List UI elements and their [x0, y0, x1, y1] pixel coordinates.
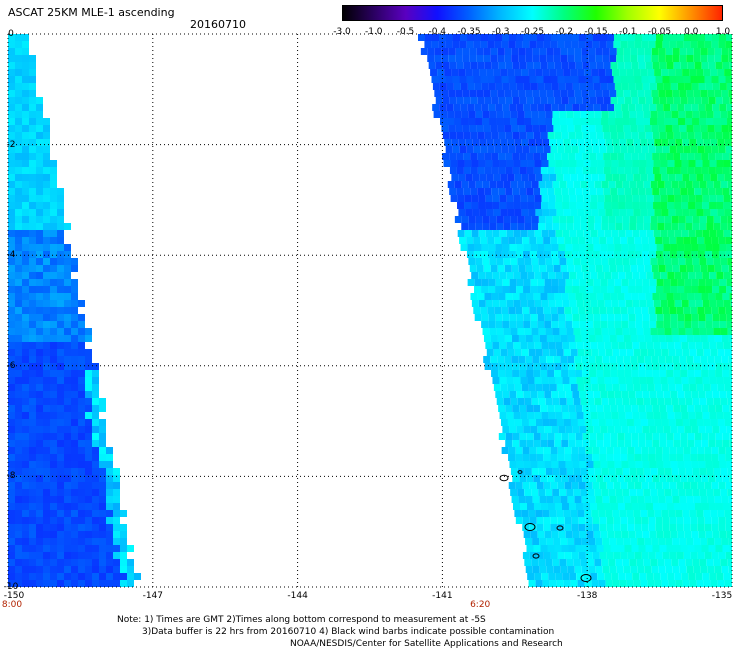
- colorbar-tick-label: -0.05: [647, 27, 672, 37]
- colorbar-tick-label: -0.4: [428, 27, 447, 37]
- lat-tick-label: -6: [6, 360, 16, 371]
- swath-map: [7, 33, 733, 588]
- colorbar-tick-label: -0.3: [491, 27, 510, 37]
- island-outlines: [499, 470, 592, 582]
- lat-tick-label: -8: [6, 471, 16, 482]
- lon-tick-label: -150: [3, 591, 25, 601]
- colorbar-tick-label: -0.5: [396, 27, 415, 37]
- colorbar-tick-label: -0.15: [584, 27, 608, 37]
- note-line-3: NOAA/NESDIS/Center for Satellite Applica…: [290, 639, 563, 649]
- lat-tick-label: 0: [8, 29, 14, 39]
- colorbar-tick-label: -3.0: [333, 27, 351, 37]
- colorbar-gradient: [342, 5, 723, 21]
- note-line-1: Note: 1) Times are GMT 2)Times along bot…: [117, 615, 486, 625]
- lon-tick-label: -138: [576, 591, 598, 601]
- colorbar-labels: -3.0 -1.0 -0.5 -0.4 -0.35 -0.3 -0.25 -0.2 -0.15-…: [0, 0, 740, 40]
- lon-tick-label: -147: [142, 591, 164, 601]
- lon-tick-label: -144: [287, 591, 308, 601]
- note-line-2: 3)Data buffer is 22 hrs from 20160710 4)…: [142, 627, 555, 637]
- colorbar-tick-label: -0.25: [520, 27, 545, 37]
- lat-tick-label: -2: [6, 139, 16, 150]
- colorbar: [342, 5, 723, 21]
- swath-pixels: [8, 34, 732, 587]
- lon-tick-label: -135: [711, 591, 733, 601]
- lat-tick-label: -10: [3, 582, 19, 592]
- lon-tick-label: -141: [432, 591, 453, 601]
- product-date: 20160710: [190, 18, 246, 31]
- colorbar-tick-label: -0.35: [457, 27, 481, 37]
- colorbar-tick-label: -1.0: [364, 27, 383, 37]
- time-label: 8:00: [1, 600, 23, 610]
- product-title: ASCAT 25KM MLE-1 ascending: [8, 6, 175, 19]
- colorbar-tick-label: -0.1: [618, 27, 637, 37]
- colorbar-tick-label: -0.2: [555, 27, 574, 37]
- time-label: 6:20: [470, 600, 491, 610]
- colorbar-tick-label: 0.0: [684, 27, 699, 37]
- lat-tick-label: -4: [6, 250, 16, 261]
- lat-lon-grid: [7, 33, 733, 588]
- colorbar-tick-label: 1.0: [715, 27, 731, 37]
